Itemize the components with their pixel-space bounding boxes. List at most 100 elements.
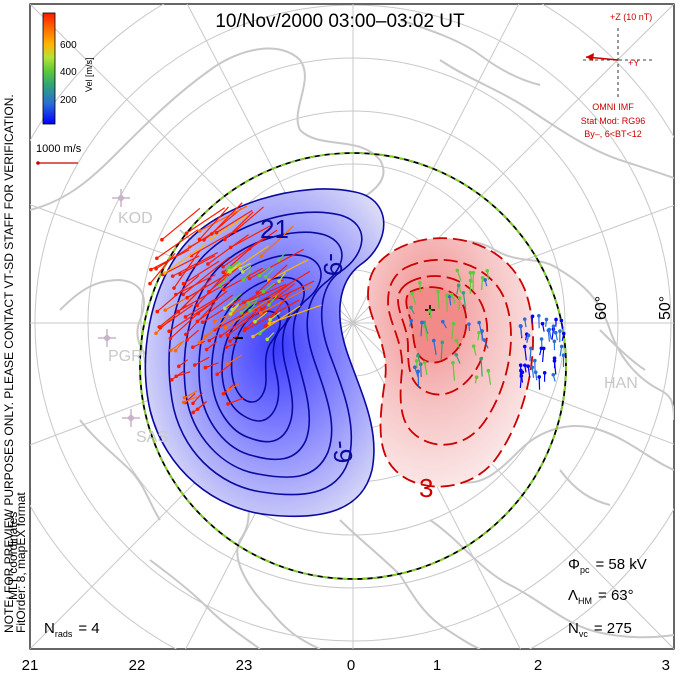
- velocity-vector-origin: [477, 330, 481, 335]
- velocity-vector: [260, 225, 294, 257]
- velocity-vector: [159, 304, 194, 329]
- velocity-vector-origin: [227, 268, 232, 273]
- velocity-vector-origin: [168, 336, 173, 341]
- velocity-vector: [258, 266, 271, 277]
- coordinates-label: MLT coordinates: [6, 512, 20, 600]
- velocity-vector-origin: [207, 338, 212, 343]
- velocity-vector-origin: [265, 337, 270, 342]
- velocity-vector: [265, 268, 275, 278]
- velocity-vector-origin: [184, 332, 188, 337]
- velocity-vector-origin: [276, 258, 281, 263]
- velocity-vector: [249, 248, 305, 279]
- velocity-vector-origin: [223, 325, 228, 330]
- velocity-vector-origin: [209, 232, 214, 236]
- mlt-tick-2: 2: [534, 657, 542, 674]
- velocity-vector-origin: [203, 365, 208, 370]
- velocity-vector: [256, 264, 288, 293]
- velocity-vector-origin: [255, 290, 260, 295]
- velocity-vector-origin: [259, 254, 263, 259]
- velocity-vector-origin: [522, 317, 527, 321]
- mlt-axis: 21 22 23 0 1 2 3: [22, 657, 670, 674]
- velocity-vector-origin: [259, 307, 264, 311]
- velocity-vector: [244, 299, 300, 332]
- plot-frame: [29, 3, 675, 650]
- velocity-vector: [433, 340, 437, 355]
- velocity-vector: [162, 255, 200, 276]
- velocity-vector-origin: [554, 317, 558, 322]
- velocity-vector: [487, 370, 492, 385]
- velocity-vector: [207, 234, 249, 265]
- velocity-vector: [228, 383, 239, 391]
- velocity-vector-origin: [218, 283, 222, 288]
- velocity-vector-origin: [558, 329, 562, 333]
- station-label-han: HAN: [604, 375, 638, 392]
- velocity-vector-origin: [444, 293, 449, 298]
- radar-stations: KOD PGR SAS HAN: [98, 189, 638, 446]
- velocity-vector-origin: [456, 283, 461, 288]
- velocity-vector: [257, 270, 311, 304]
- velocity-vector-origin: [542, 371, 547, 375]
- velocity-vector: [186, 207, 226, 234]
- velocity-vector-origin: [267, 303, 271, 307]
- velocity-vector-origin: [218, 334, 223, 338]
- velocity-vector-origin: [412, 365, 417, 370]
- velocity-vector-origin: [526, 333, 531, 338]
- velocity-vector-origin: [163, 271, 167, 275]
- velocity-vector-origin: [233, 229, 237, 234]
- velocity-vector-origin: [559, 344, 564, 349]
- velocity-vector: [216, 363, 232, 375]
- velocity-vector-origin: [457, 296, 462, 300]
- velocity-vector-origin: [172, 286, 176, 290]
- velocity-vector-origin: [178, 272, 182, 277]
- velocity-vector: [269, 304, 322, 324]
- station-label-kod: KOD: [118, 210, 153, 227]
- velocity-vector-origin: [537, 375, 542, 379]
- velocity-vector-origin: [530, 365, 535, 370]
- velocity-vector-origin: [455, 268, 460, 273]
- velocity-vector: [524, 346, 527, 361]
- velocity-vector-origin: [185, 338, 189, 342]
- contour-label-3: 3: [419, 473, 433, 503]
- velocity-vector-origin: [195, 303, 200, 308]
- velocity-vector-origin: [483, 278, 487, 282]
- velocity-vector: [179, 255, 216, 275]
- velocity-vector: [480, 277, 484, 291]
- velocity-vector: [478, 322, 484, 339]
- velocity-vector: [184, 390, 198, 399]
- velocity-vector-origin: [197, 340, 202, 345]
- velocity-vector-origin: [223, 237, 227, 242]
- velocity-vector: [161, 207, 201, 241]
- velocity-vector-origin: [257, 273, 262, 278]
- velocity-vector-origin: [169, 348, 173, 353]
- velocity-vector: [182, 256, 230, 295]
- lambda-hm: ΛHM = 63°: [568, 587, 634, 606]
- velocity-vector-origin: [449, 292, 454, 297]
- velocity-vector-origin: [208, 236, 213, 241]
- colorbar-tick-600: 600: [60, 40, 77, 51]
- velocity-vector: [226, 341, 238, 348]
- velocity-vector-origin: [482, 338, 487, 342]
- velocity-vector-origin: [263, 324, 268, 328]
- colorbar-label: Vel [m/s]: [84, 57, 94, 92]
- velocity-vector-origin: [148, 281, 152, 286]
- velocity-vector-origin: [226, 388, 231, 392]
- contour-label-neg9-upper: -9: [318, 253, 348, 276]
- velocity-vector-origin: [238, 266, 243, 271]
- velocity-vector-origin: [267, 321, 272, 326]
- velocity-vector-origin: [155, 256, 159, 261]
- velocity-vector-origin: [547, 327, 552, 332]
- station-sas: SAS: [122, 409, 168, 446]
- velocity-vector: [230, 225, 271, 248]
- velocity-vector-origin: [258, 331, 262, 336]
- velocity-vector-origin: [222, 306, 227, 311]
- velocity-vector: [262, 282, 275, 293]
- preview-note-line1: NOTE: FOR PREVIEW PURPOSES ONLY. PLEASE …: [2, 94, 16, 633]
- velocity-vector-origin: [191, 345, 195, 350]
- imf-z-label: +Z (10 nT): [610, 12, 652, 22]
- velocity-vector-origin: [479, 356, 483, 361]
- velocity-vector-origin: [418, 281, 422, 285]
- station-kod: KOD: [112, 189, 153, 227]
- velocity-vector: [197, 294, 234, 322]
- velocity-vector: [242, 270, 252, 281]
- velocity-vector: [420, 322, 423, 337]
